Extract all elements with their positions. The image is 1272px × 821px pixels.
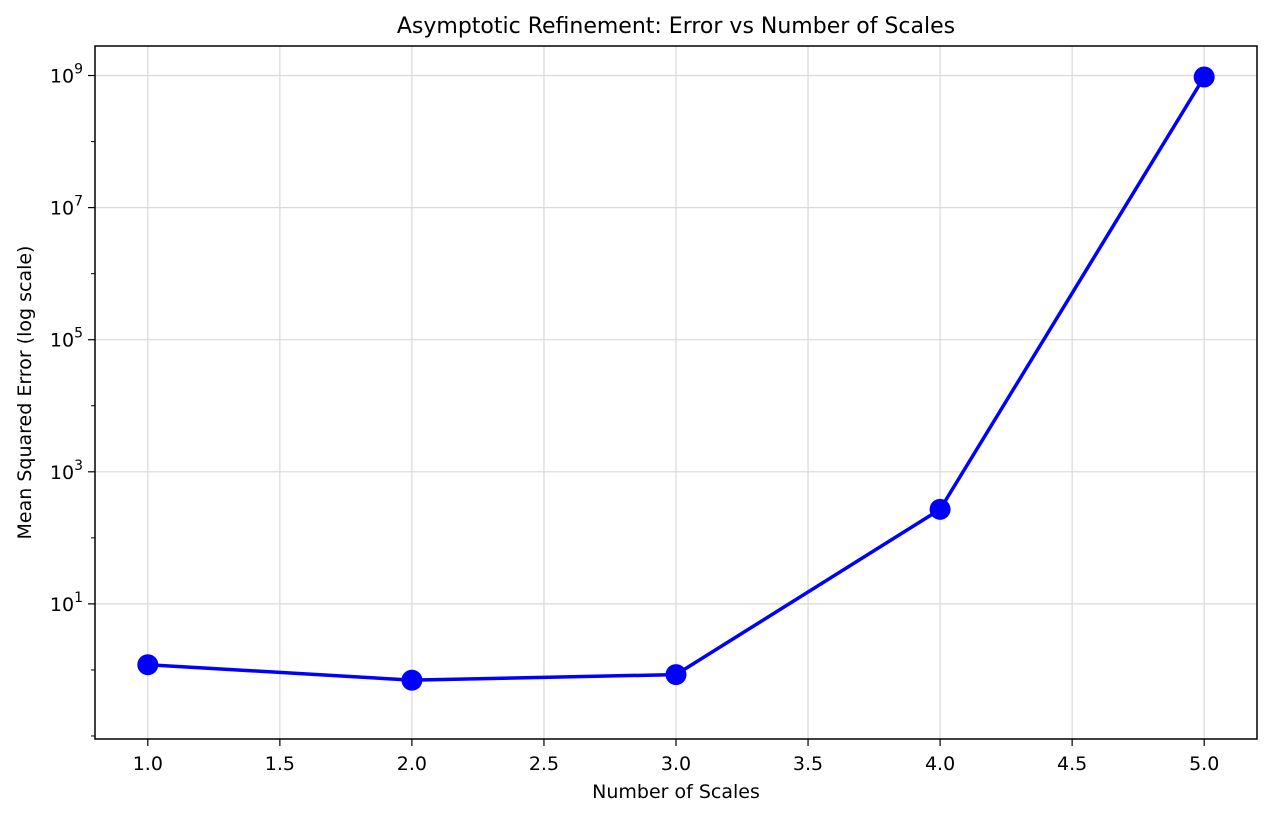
data-point bbox=[665, 664, 687, 686]
tick-layer: 1.0 1.5 2.0 2.5 3.0 3.5 4.0 4.5 5.01011031051071… bbox=[50, 62, 1219, 775]
y-tick-label: 103 bbox=[50, 458, 83, 484]
y-tick-base: 10 bbox=[50, 330, 74, 352]
y-axis-label: Mean Squared Error (log scale) bbox=[14, 246, 36, 540]
grid-layer bbox=[95, 46, 1257, 739]
y-tick-exponent: 9 bbox=[74, 62, 83, 78]
x-tick-label: 3.0 bbox=[661, 753, 691, 775]
x-tick-label: 2.5 bbox=[529, 753, 559, 775]
series-layer bbox=[137, 66, 1215, 691]
data-point bbox=[929, 498, 951, 520]
y-tick-exponent: 1 bbox=[74, 590, 83, 606]
data-point bbox=[137, 654, 159, 676]
x-tick-label: 3.5 bbox=[793, 753, 823, 775]
x-tick-label: 4.0 bbox=[925, 753, 955, 775]
y-tick-exponent: 7 bbox=[74, 194, 83, 210]
y-tick-exponent: 5 bbox=[74, 326, 83, 342]
x-axis-label: Number of Scales bbox=[592, 781, 760, 803]
y-tick-label: 105 bbox=[50, 326, 83, 352]
y-tick-exponent: 3 bbox=[74, 458, 83, 474]
chart-title: Asymptotic Refinement: Error vs Number o… bbox=[397, 14, 955, 39]
x-tick-label: 5.0 bbox=[1189, 753, 1219, 775]
y-tick-base: 10 bbox=[50, 462, 74, 484]
data-point bbox=[1193, 66, 1215, 88]
y-tick-label: 101 bbox=[50, 590, 83, 616]
x-tick-label: 2.0 bbox=[397, 753, 427, 775]
x-tick-label: 4.5 bbox=[1057, 753, 1087, 775]
y-tick-base: 10 bbox=[50, 198, 74, 220]
y-tick-label: 109 bbox=[50, 62, 83, 88]
x-tick-label: 1.0 bbox=[133, 753, 163, 775]
y-tick-base: 10 bbox=[50, 594, 74, 616]
data-point bbox=[401, 669, 423, 691]
y-tick-label: 107 bbox=[50, 194, 83, 220]
y-tick-base: 10 bbox=[50, 66, 74, 88]
x-tick-label: 1.5 bbox=[265, 753, 295, 775]
